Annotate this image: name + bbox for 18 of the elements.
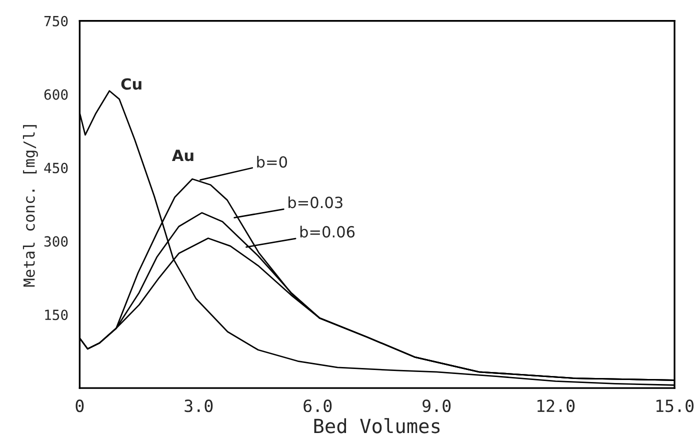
x-axis-title: Bed Volumes <box>314 418 440 434</box>
annotation: b=0.03 <box>288 196 342 208</box>
x-tick-label: 0 <box>76 400 84 412</box>
x-tick-label: 9.0 <box>422 400 451 412</box>
x-tick-label: 12.0 <box>538 400 575 412</box>
annotation: b=0.06 <box>300 226 355 238</box>
y-tick-label: 600 <box>44 89 68 100</box>
y-tick-label: 300 <box>44 236 68 247</box>
x-tick-label: 6.0 <box>304 400 332 412</box>
annotation: Au <box>172 150 194 162</box>
annotation: Cu <box>121 78 142 90</box>
y-axis-title: Metal conc. [mg/l] <box>22 125 38 287</box>
x-tick-label: 15.0 <box>656 400 694 412</box>
annotation: b=0 <box>257 156 287 168</box>
x-tick-label: 3.0 <box>184 400 213 412</box>
y-tick-label: 150 <box>45 310 68 320</box>
y-tick-label: 750 <box>44 16 68 26</box>
y-tick-label: 450 <box>44 162 68 174</box>
